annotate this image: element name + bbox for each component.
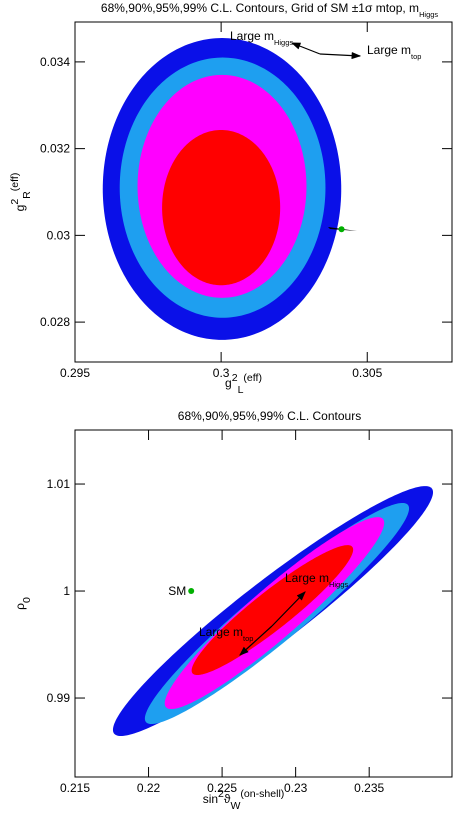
x-tick-label: 0.235 <box>354 781 384 795</box>
label-part: Large m <box>285 571 329 585</box>
y-tick-label: 0.03 <box>47 228 71 242</box>
label-part: (eff) <box>9 173 21 192</box>
y-tick-label: 1 <box>63 584 70 598</box>
label-part: 2 <box>232 372 238 384</box>
label-part: Higgs <box>419 10 438 19</box>
y-axis-label: g2R(eff) <box>9 173 33 212</box>
sm-label: SM <box>168 584 186 598</box>
label-part: 2 <box>218 788 224 800</box>
label-part: W <box>230 800 240 812</box>
label-part: Large m <box>367 43 411 57</box>
y-tick-label: 0.034 <box>40 55 70 69</box>
y-tick-label: 0.99 <box>47 691 71 705</box>
y-axis-label: ρ0 <box>13 597 33 610</box>
annotation-arrow <box>239 625 273 656</box>
label-part: g <box>13 205 27 212</box>
sm-point <box>188 588 195 595</box>
label-part: (eff) <box>243 372 262 384</box>
x-tick-label: 0.3 <box>213 366 230 380</box>
plot-frame <box>74 429 453 778</box>
x-tick-label: 0.215 <box>60 781 90 795</box>
annotation: Large mtop <box>199 625 253 643</box>
label-part: top <box>243 634 253 643</box>
label-part: Higgs <box>329 580 348 589</box>
annotation-arrow <box>319 51 362 60</box>
y-tick-label: 0.032 <box>40 142 70 156</box>
contour <box>162 129 281 286</box>
plot-area <box>102 38 357 340</box>
x-tick-label: 0.295 <box>60 366 90 380</box>
x-axis-label: sin2ϑW(on-shell) <box>203 788 285 812</box>
annotation-arrow <box>271 591 306 627</box>
x-tick-label: 0.22 <box>137 781 161 795</box>
sm-point <box>338 226 345 233</box>
label-part: Large m <box>230 29 274 43</box>
annotation: Large mHiggs <box>230 29 293 47</box>
x-axis-label: g2L(eff) <box>225 372 262 396</box>
annotation-arrow <box>290 42 321 55</box>
annotation: Large mHiggs <box>285 571 348 589</box>
x-tick-label: 0.23 <box>284 781 308 795</box>
plot-frame <box>74 21 453 363</box>
y-tick-label: 1.01 <box>47 477 71 491</box>
label-part: 2 <box>9 199 21 205</box>
label-part: (on-shell) <box>240 788 284 800</box>
label-part: 0 <box>21 597 33 603</box>
chart-title: 68%,90%,95%,99% C.L. Contours, Grid of S… <box>101 1 438 19</box>
label-part: Large m <box>199 625 243 639</box>
label-part: top <box>411 52 421 61</box>
annotation: Large mtop <box>367 43 421 61</box>
label-part: g <box>225 376 232 390</box>
x-tick-label: 0.225 <box>207 781 237 795</box>
x-tick-label: 0.305 <box>352 366 382 380</box>
label-part: 68%,90%,95%,99% C.L. Contours <box>178 409 361 423</box>
y-tick-label: 0.028 <box>40 315 70 329</box>
chart-title: 68%,90%,95%,99% C.L. Contours <box>178 409 361 423</box>
label-part: Higgs <box>274 38 293 47</box>
label-part: L <box>238 384 244 396</box>
contour <box>191 545 354 676</box>
plot-area <box>112 486 434 737</box>
label-part: 68%,90%,95%,99% C.L. Contours, Grid of S… <box>101 1 419 15</box>
label-part: ρ <box>13 603 27 610</box>
label-part: sin <box>203 792 218 806</box>
label-part: ϑ <box>224 792 231 806</box>
label-part: R <box>21 191 33 199</box>
